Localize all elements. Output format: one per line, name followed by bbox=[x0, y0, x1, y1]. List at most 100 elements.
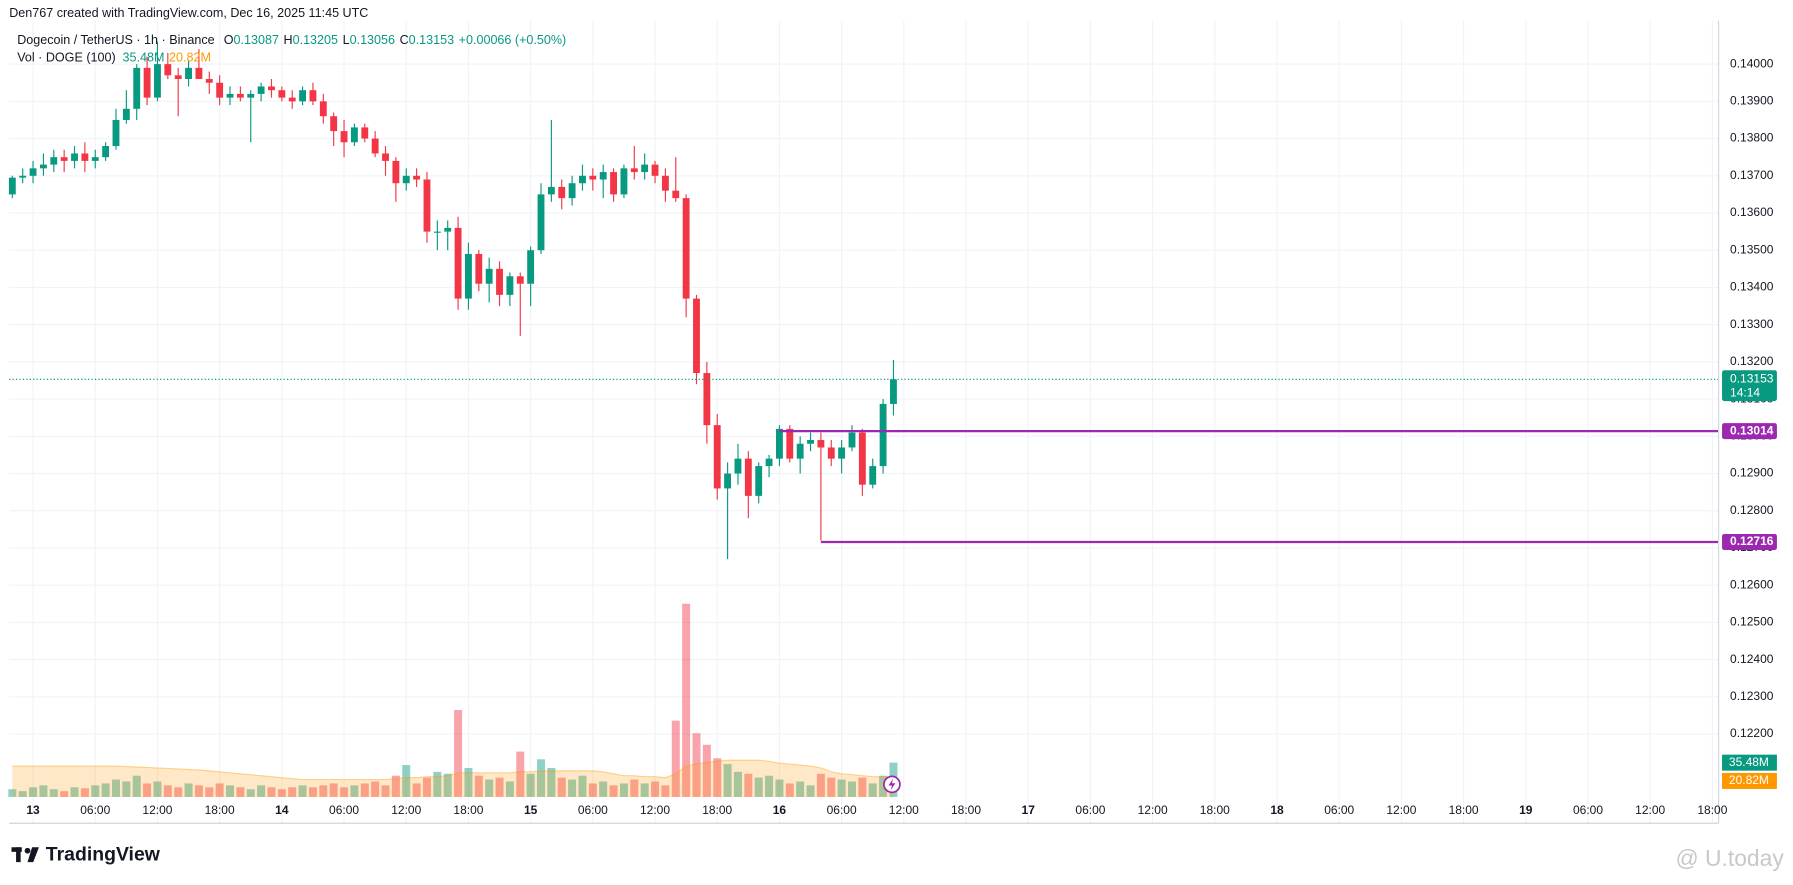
candle-body bbox=[382, 153, 389, 161]
volume-bar bbox=[215, 783, 224, 797]
volume-bar bbox=[422, 777, 431, 797]
volume-bar bbox=[578, 775, 587, 797]
candle-body bbox=[154, 64, 161, 98]
candle-body bbox=[579, 175, 586, 184]
candle-body bbox=[475, 253, 483, 284]
volume-bar bbox=[713, 758, 722, 797]
x-tick-label: 12:00 bbox=[1635, 803, 1665, 817]
legend-change: +0.00066 (+0.50%) bbox=[459, 33, 567, 47]
candle-body bbox=[402, 175, 410, 184]
legend-symbol: Dogecoin / TetherUS · 1h · Binance bbox=[17, 33, 214, 47]
candle-body bbox=[413, 175, 421, 180]
volume-bar bbox=[806, 785, 815, 797]
y-tick-label: 0.13900 bbox=[1730, 94, 1774, 108]
candle-body bbox=[485, 268, 493, 284]
candle-body bbox=[620, 168, 628, 195]
volume-bar bbox=[267, 787, 276, 797]
candle-body bbox=[672, 190, 680, 199]
volume-bar bbox=[619, 783, 628, 797]
volume-bar bbox=[827, 777, 836, 797]
candle-body bbox=[890, 379, 897, 404]
candle-body bbox=[143, 67, 151, 98]
volume-bar bbox=[163, 785, 172, 797]
volume-bar bbox=[526, 773, 535, 797]
candle-body bbox=[641, 164, 649, 173]
candle-body bbox=[309, 90, 317, 102]
candle-body bbox=[734, 458, 742, 474]
y-tick-label: 0.13500 bbox=[1730, 242, 1774, 256]
volume-ma-label-box bbox=[1722, 772, 1777, 789]
y-tick-label: 0.13700 bbox=[1730, 168, 1774, 182]
legend-ohlc-value: 0.13153 bbox=[409, 33, 454, 47]
y-tick-label: 0.12200 bbox=[1730, 726, 1774, 740]
x-tick-label: 06:00 bbox=[1075, 803, 1105, 817]
volume-bar bbox=[122, 781, 131, 797]
brand: TradingView bbox=[46, 843, 161, 865]
candle-body bbox=[205, 79, 213, 83]
y-tick-label: 0.12800 bbox=[1730, 503, 1774, 517]
volume-bar bbox=[692, 733, 701, 797]
y-tick-label: 0.13400 bbox=[1730, 280, 1774, 294]
legend-ohlc-key: H bbox=[284, 33, 293, 47]
x-tick-label: 18:00 bbox=[205, 803, 235, 817]
y-tick-label: 0.12600 bbox=[1730, 577, 1774, 591]
candle-body bbox=[257, 86, 265, 94]
volume-bar bbox=[733, 771, 742, 797]
candle-body bbox=[112, 119, 120, 147]
candle-body bbox=[558, 186, 566, 199]
y-tick-label: 0.12400 bbox=[1730, 652, 1774, 666]
volume-label-box bbox=[1722, 754, 1777, 771]
candle-body bbox=[444, 227, 452, 232]
volume-bar bbox=[288, 787, 297, 797]
candle-body bbox=[630, 168, 638, 173]
x-tick-label: 16 bbox=[773, 803, 787, 817]
candle-body bbox=[268, 86, 275, 91]
candle-body bbox=[319, 101, 327, 117]
candle-body bbox=[226, 93, 234, 98]
y-tick-label: 0.12900 bbox=[1730, 466, 1774, 480]
x-tick-label: 17 bbox=[1022, 803, 1036, 817]
logo-shape bbox=[24, 847, 31, 854]
x-tick-label: 18:00 bbox=[1449, 803, 1479, 817]
volume-bar bbox=[70, 787, 79, 797]
volume-bar bbox=[18, 791, 27, 797]
volume-name: Vol · DOGE (100) bbox=[17, 51, 115, 65]
x-tick-label: 19 bbox=[1519, 803, 1533, 817]
x-tick-label: 18:00 bbox=[951, 803, 981, 817]
volume-bar bbox=[609, 785, 618, 797]
volume-bar bbox=[194, 785, 203, 797]
candle-body bbox=[827, 447, 835, 459]
volume-bar bbox=[174, 787, 183, 797]
volume-bar bbox=[847, 781, 856, 797]
volume-bar bbox=[816, 773, 825, 797]
candle-body bbox=[682, 198, 690, 299]
y-tick-label: 0.12300 bbox=[1730, 689, 1774, 703]
candle-body bbox=[465, 253, 472, 299]
x-tick-label: 18:00 bbox=[702, 803, 732, 817]
volume-ma-line bbox=[12, 759, 894, 781]
candle-body bbox=[817, 440, 825, 448]
x-tick-label: 12:00 bbox=[640, 803, 670, 817]
volume-bar bbox=[205, 787, 214, 797]
candle-body bbox=[516, 276, 524, 284]
y-tick-label: 0.13200 bbox=[1730, 354, 1774, 368]
x-tick-label: 18:00 bbox=[453, 803, 483, 817]
y-tick-label: 0.13300 bbox=[1730, 317, 1774, 331]
volume-bar bbox=[547, 767, 556, 797]
volume-bar bbox=[775, 779, 784, 797]
volume-legend: Vol · DOGE (100) 35.48M 20.82M bbox=[17, 51, 211, 65]
volume-ma-label: 20.82M bbox=[1729, 773, 1769, 787]
candle-body bbox=[693, 298, 700, 374]
volume-bar bbox=[91, 785, 100, 797]
volume-bar bbox=[308, 787, 317, 797]
candle-body bbox=[423, 179, 431, 232]
volume-bar bbox=[474, 775, 483, 797]
legend-ohlc-value: 0.13087 bbox=[234, 33, 279, 47]
candle-body bbox=[81, 153, 89, 161]
volume-ma-area bbox=[12, 760, 894, 797]
volume-bar bbox=[464, 767, 473, 797]
candle-body bbox=[195, 67, 203, 80]
volume-bar bbox=[485, 779, 494, 797]
alert-icon-bolt bbox=[888, 778, 896, 791]
